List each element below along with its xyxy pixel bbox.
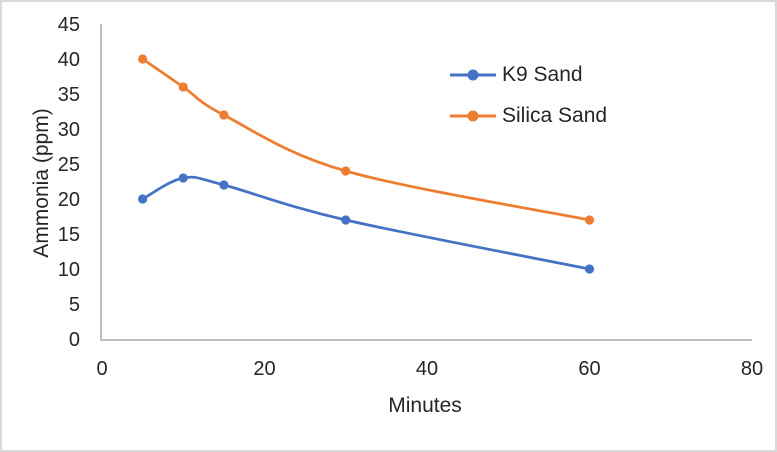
x-tick-label: 60 bbox=[578, 358, 600, 380]
data-point-silica-sand bbox=[178, 82, 188, 92]
data-point-k9-sand bbox=[584, 264, 595, 274]
y-tick-label: 10 bbox=[58, 259, 80, 281]
y-tick-label: 25 bbox=[58, 154, 80, 176]
legend-marker-k9-sand bbox=[450, 69, 496, 80]
y-tick-label: 20 bbox=[58, 189, 80, 211]
data-point-k9-sand bbox=[341, 215, 351, 225]
x-axis-title: Minutes bbox=[388, 394, 462, 417]
data-point-k9-sand bbox=[178, 173, 188, 183]
series-line-k9-sand bbox=[141, 175, 591, 271]
legend-label-k9-sand: K9 Sand bbox=[502, 62, 583, 86]
legend-item-silica-sand: Silica Sand bbox=[450, 103, 607, 128]
y-tick-label: 45 bbox=[58, 14, 80, 36]
x-tick-label: 80 bbox=[741, 358, 763, 380]
y-tick-label: 15 bbox=[58, 224, 80, 246]
data-point-silica-sand bbox=[584, 215, 595, 225]
data-point-k9-sand bbox=[219, 180, 229, 190]
y-axis-title: Ammonia (ppm) bbox=[30, 108, 53, 258]
x-tick-label: 20 bbox=[253, 358, 275, 380]
data-point-silica-sand bbox=[219, 110, 229, 120]
x-tick-label: 40 bbox=[416, 358, 438, 380]
y-tick-label: 30 bbox=[58, 119, 80, 141]
y-tick-label: 0 bbox=[69, 329, 80, 351]
legend: K9 Sand Silica Sand bbox=[450, 62, 607, 128]
y-tick-label: 35 bbox=[58, 84, 80, 106]
y-tick-label: 40 bbox=[58, 49, 80, 71]
legend-marker-silica-sand bbox=[450, 110, 496, 121]
x-tick-label: 0 bbox=[96, 358, 107, 380]
data-point-silica-sand bbox=[138, 54, 148, 64]
y-tick-label: 5 bbox=[69, 294, 80, 316]
legend-label-silica-sand: Silica Sand bbox=[502, 103, 608, 127]
data-point-silica-sand bbox=[341, 166, 351, 176]
legend-item-k9-sand: K9 Sand bbox=[450, 62, 607, 87]
data-point-k9-sand bbox=[138, 194, 148, 204]
